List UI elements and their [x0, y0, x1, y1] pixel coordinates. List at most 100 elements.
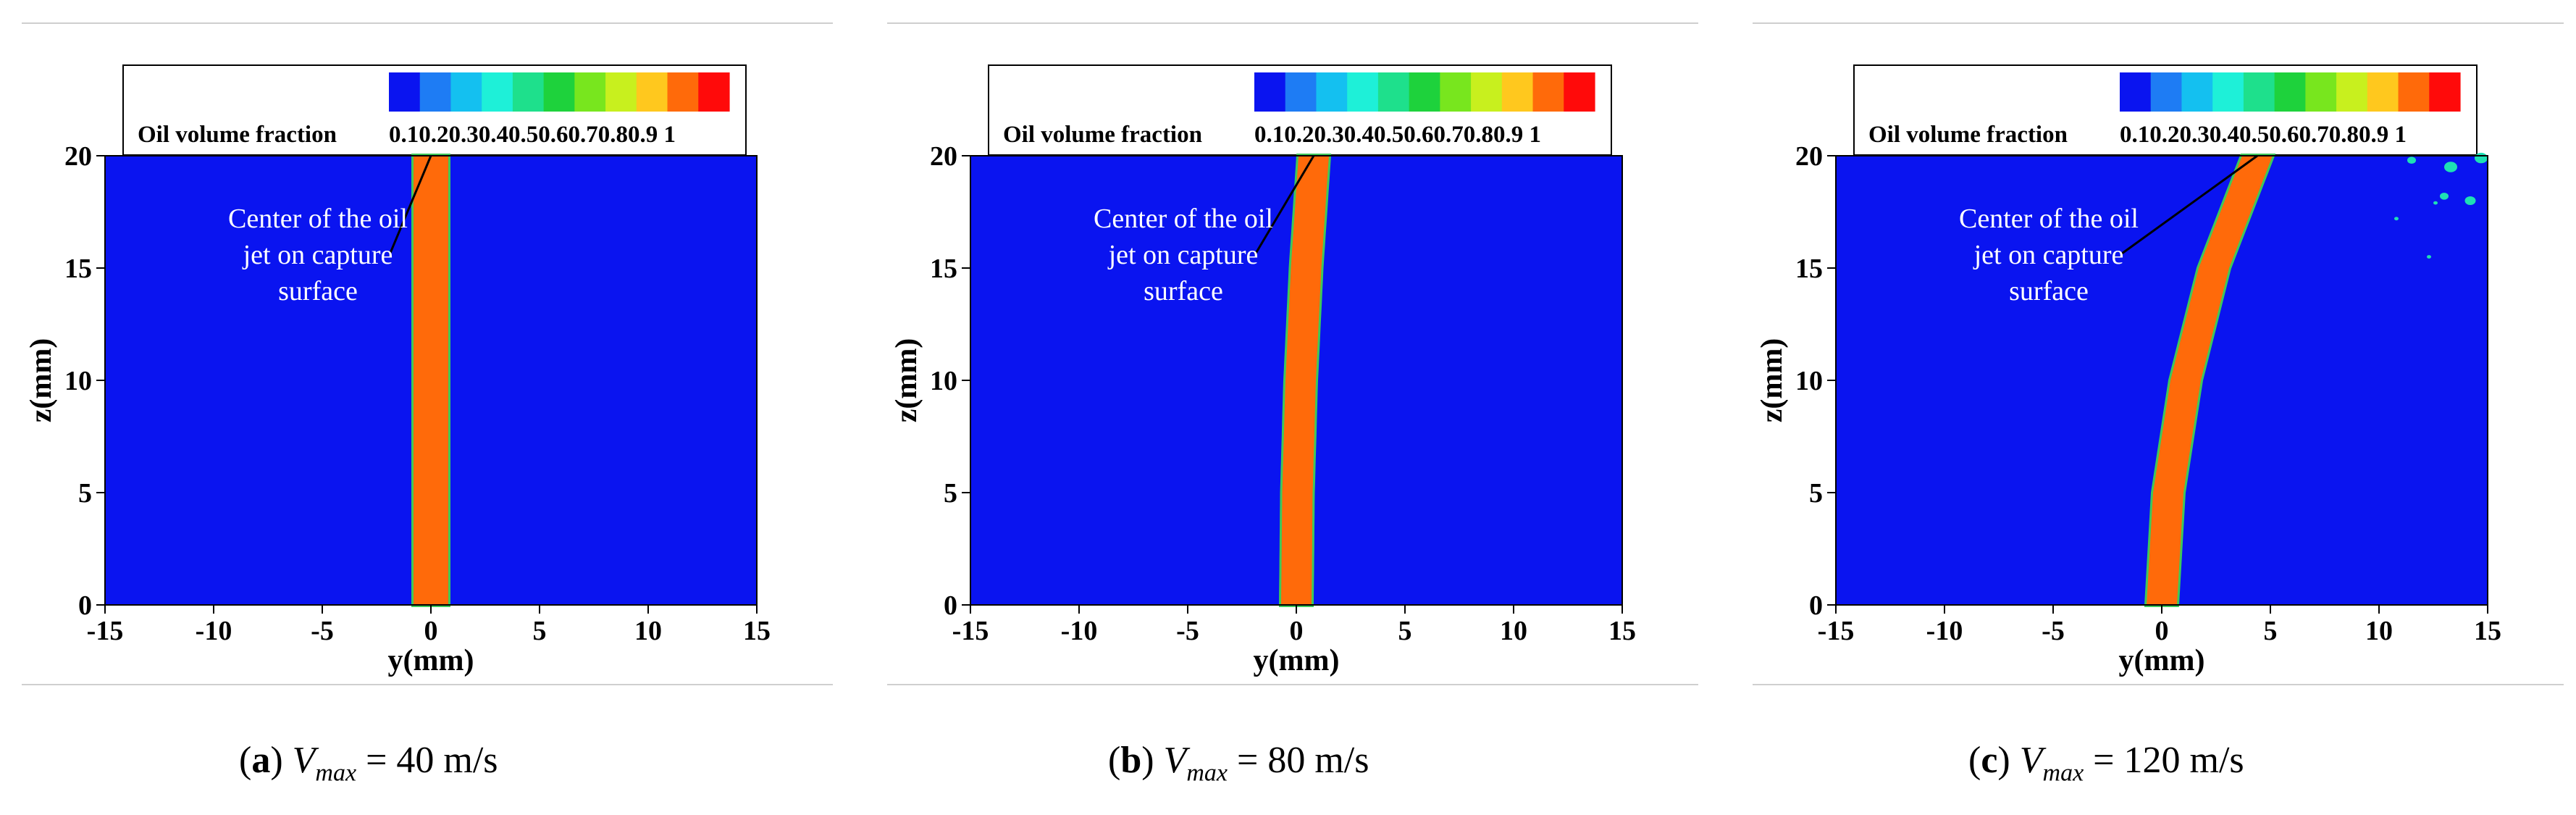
y-tick-label: 20 — [930, 141, 957, 172]
legend-tick-labels: 0.10.20.30.40.50.60.70.80.9 1 — [1254, 122, 1541, 148]
y-tick-label: 5 — [78, 478, 92, 509]
colorbar-swatch — [2398, 72, 2430, 112]
annotation-leader-line — [388, 155, 432, 255]
y-axis-title: z(mm) — [25, 338, 58, 423]
x-tick-label: -5 — [2042, 616, 2065, 646]
y-tick-label: 20 — [64, 141, 92, 172]
colorbar-swatch — [419, 72, 452, 112]
y-tick-label: 10 — [1795, 366, 1823, 396]
colorbar — [389, 72, 730, 112]
colorbar-swatch — [1564, 72, 1595, 112]
x-tick-label: -5 — [311, 616, 334, 646]
y-tick-label: 10 — [64, 366, 92, 396]
colorbar-swatch — [1501, 72, 1534, 112]
colorbar-swatch — [482, 72, 513, 112]
y-tick-label: 20 — [1795, 141, 1823, 172]
annotation-line-3: surface — [1144, 276, 1223, 306]
oil-droplet — [2433, 201, 2438, 205]
x-tick-label: -10 — [1926, 616, 1963, 646]
y-tick-label: 5 — [1809, 478, 1823, 509]
annotation-line-3: surface — [2009, 276, 2089, 306]
colorbar-swatch — [636, 72, 668, 112]
plot-area: Center of the oil jet on capture surface — [970, 154, 1623, 607]
x-tick-label: -10 — [196, 616, 232, 646]
x-tick-label: -5 — [1176, 616, 1199, 646]
x-tick-label: 5 — [2264, 616, 2278, 646]
colorbar-swatch — [574, 72, 606, 112]
colorbar-swatch — [2181, 72, 2213, 112]
colorbar-swatch — [698, 72, 730, 112]
x-tick-label: -15 — [87, 616, 124, 646]
x-tick-label: 5 — [1398, 616, 1412, 646]
oil-droplet — [2394, 217, 2399, 221]
x-tick-label: 5 — [533, 616, 547, 646]
colorbar-swatch — [2429, 72, 2461, 112]
colorbar-swatch — [450, 72, 482, 112]
y-tick-label: 15 — [64, 254, 92, 284]
x-tick-label: -10 — [1061, 616, 1098, 646]
annotation-line-1: Center of the oil — [1094, 204, 1273, 234]
colorbar-swatch — [1254, 72, 1286, 112]
colorbar-swatch — [2120, 72, 2152, 112]
x-tick-label: 10 — [2365, 616, 2393, 646]
oil-droplet — [2407, 156, 2416, 164]
caption-a: (a) Vmax = 40 m/s — [239, 740, 498, 787]
annotation-leader-line — [1254, 155, 1315, 256]
colorbar-swatch — [2336, 72, 2368, 112]
oil-droplet — [2444, 162, 2457, 172]
oil-jet-core — [414, 156, 448, 605]
x-tick-label: 15 — [1608, 616, 1636, 646]
x-axis-title: y(mm) — [2119, 644, 2205, 677]
caption-b: (b) Vmax = 80 m/s — [1108, 740, 1369, 787]
colorbar-swatch — [1377, 72, 1410, 112]
annotation-leader-line — [2120, 154, 2258, 256]
colorbar-swatch — [1409, 72, 1440, 112]
oil-droplet — [2440, 193, 2449, 200]
x-tick-label: 15 — [743, 616, 771, 646]
colorbar-swatch — [1316, 72, 1348, 112]
x-tick-label: 0 — [1290, 616, 1304, 646]
caption-c: (c) Vmax = 120 m/s — [1968, 740, 2244, 787]
colorbar-swatch — [2367, 72, 2399, 112]
y-tick-label: 15 — [1795, 254, 1823, 284]
panel-a: Oil volume fraction 0.10.20.30.40.50.60.… — [22, 22, 833, 685]
y-tick-label: 0 — [944, 590, 957, 621]
oil-jet-core — [2147, 156, 2273, 605]
y-axis-title: z(mm) — [890, 338, 923, 423]
x-axis: -15 -10 -5 0 5 10 15 — [952, 605, 1636, 646]
colorbar-swatch — [512, 72, 545, 112]
y-tick-label: 5 — [944, 478, 957, 509]
x-axis-title: y(mm) — [388, 644, 474, 677]
annotation-line-1: Center of the oil — [228, 204, 408, 234]
x-tick-label: 15 — [2474, 616, 2501, 646]
colorbar-swatch — [667, 72, 699, 112]
x-axis-title: y(mm) — [1254, 644, 1340, 677]
colorbar-swatch — [1285, 72, 1317, 112]
colorbar-swatch — [2150, 72, 2183, 112]
y-tick-label: 15 — [930, 254, 957, 284]
colorbar-swatch — [2243, 72, 2275, 112]
x-axis: -15 -10 -5 0 5 10 15 — [1818, 605, 2501, 646]
x-tick-label: 0 — [424, 616, 438, 646]
legend-title: Oil volume fraction — [1003, 122, 1202, 148]
y-axis-title: z(mm) — [1755, 338, 1789, 423]
y-tick-label: 0 — [1809, 590, 1823, 621]
y-axis: 0 5 10 15 20 — [64, 141, 105, 621]
y-tick-label: 0 — [78, 590, 92, 621]
legend-title: Oil volume fraction — [138, 122, 337, 148]
colorbar-swatch — [2274, 72, 2306, 112]
legend-title: Oil volume fraction — [1868, 122, 2068, 148]
x-tick-label: 0 — [2155, 616, 2169, 646]
x-tick-label: 10 — [1500, 616, 1527, 646]
oil-droplet — [2464, 196, 2476, 205]
panel-b: Oil volume fraction 0.10.20.30.40.50.60.… — [887, 22, 1698, 685]
colorbar-swatch — [1532, 72, 1564, 112]
annotation-line-3: surface — [278, 276, 358, 306]
colorbar-swatch — [389, 72, 421, 112]
colorbar — [1254, 72, 1595, 112]
y-axis: 0 5 10 15 20 — [1795, 141, 1836, 621]
colorbar — [2120, 72, 2461, 112]
colorbar-swatch — [605, 72, 637, 112]
legend-tick-labels: 0.10.20.30.40.50.60.70.80.9 1 — [389, 122, 676, 148]
colorbar-swatch — [1471, 72, 1503, 112]
